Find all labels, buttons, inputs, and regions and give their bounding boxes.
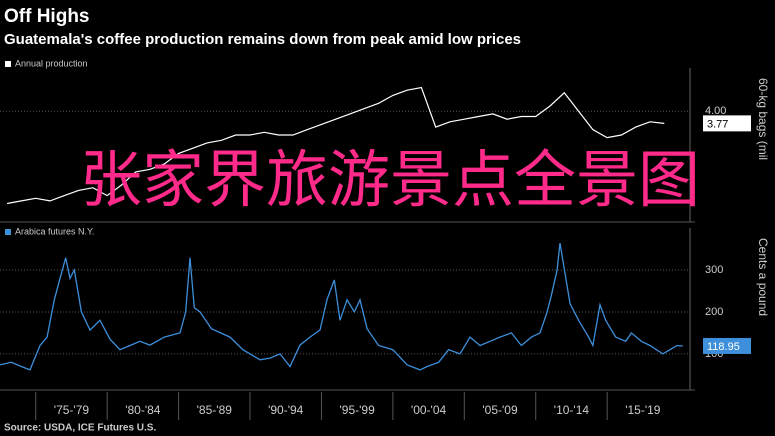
overlay: 张家界旅游景点全景图 bbox=[79, 143, 700, 216]
x-tick-label: '85-'89 bbox=[197, 403, 233, 417]
x-tick-label: '95-'99 bbox=[340, 403, 376, 417]
value-label-box bbox=[703, 115, 751, 132]
legend-swatch bbox=[5, 229, 11, 235]
x-tick-label: '80-'84 bbox=[125, 403, 161, 417]
x-tick-label: '75-'79 bbox=[54, 403, 90, 417]
value-label-box bbox=[703, 337, 751, 354]
x-tick-label: '00-'04 bbox=[411, 403, 447, 417]
y-tick-label: 200 bbox=[705, 306, 723, 318]
value-label: 3.77 bbox=[707, 118, 728, 130]
x-tick-label: '10-'14 bbox=[554, 403, 590, 417]
series-line bbox=[6, 86, 665, 205]
axis-label: Cents a pound bbox=[756, 238, 770, 316]
value-label: 118.95 bbox=[707, 341, 740, 353]
title: Off Highs bbox=[4, 6, 90, 27]
legend-label: Annual production bbox=[15, 58, 88, 68]
subtitle: Guatemala's coffee production remains do… bbox=[4, 31, 521, 48]
axis-label: 60-kg bags (mil bbox=[756, 78, 770, 160]
source: Source: USDA, ICE Futures U.S. bbox=[4, 423, 156, 434]
x-tick-label: '15-'19 bbox=[625, 403, 661, 417]
x-tick-label: '90-'94 bbox=[268, 403, 304, 417]
y-tick-label: 300 bbox=[705, 264, 723, 276]
series-line bbox=[0, 242, 683, 371]
legend-swatch bbox=[5, 61, 11, 67]
legend-label: Arabica futures N.Y. bbox=[15, 226, 94, 236]
y-tick-label: 4.00 bbox=[705, 105, 726, 117]
x-tick-label: '05-'09 bbox=[482, 403, 518, 417]
